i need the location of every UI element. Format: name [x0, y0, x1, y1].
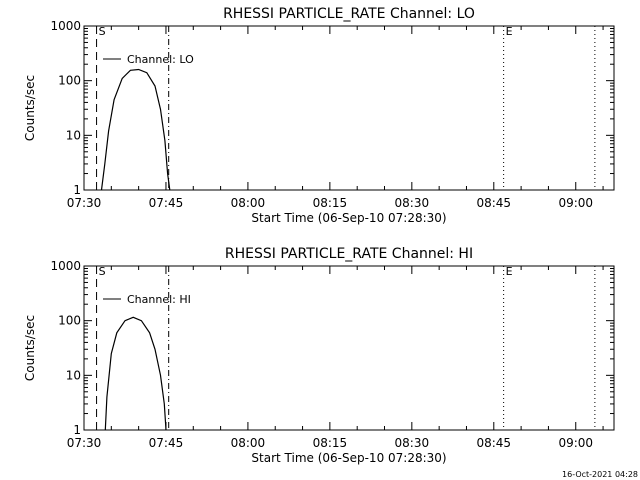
- series-line: [104, 316, 167, 431]
- panel-hi: RHESSI PARTICLE_RATE Channel: HI 07:30 07:…: [23, 246, 615, 465]
- footer-timestamp: 16-Oct-2021 04:28: [562, 470, 638, 479]
- y-axis-label: Counts/sec: [23, 75, 37, 141]
- x-tick-label: 08:30: [395, 196, 430, 210]
- event-marker-label: E: [506, 265, 513, 278]
- series-line: [100, 68, 171, 191]
- x-tick-label: 07:45: [149, 196, 184, 210]
- x-tick-label: 07:30: [67, 436, 102, 450]
- event-marker-label: S: [99, 25, 106, 38]
- x-tick-label: 08:00: [231, 436, 266, 450]
- x-tick-label: 08:00: [231, 196, 266, 210]
- panel-lo: RHESSI PARTICLE_RATE Channel: LO 07:30 07:…: [23, 6, 615, 225]
- y-tick-label: 100: [58, 314, 81, 328]
- y-tick-label: 10: [66, 128, 81, 142]
- y-tick-label: 1: [73, 183, 81, 197]
- y-tick-label: 1: [73, 423, 81, 437]
- x-tick-label: 08:15: [313, 436, 348, 450]
- legend-label: Channel: HI: [127, 293, 191, 306]
- x-tick-label: 09:00: [558, 196, 593, 210]
- event-marker-label: S: [99, 265, 106, 278]
- x-tick-label: 07:45: [149, 436, 184, 450]
- y-tick-label: 10: [66, 368, 81, 382]
- y-tick-label: 1000: [50, 19, 81, 33]
- legend-label: Channel: LO: [127, 53, 194, 66]
- chart-title: RHESSI PARTICLE_RATE Channel: LO: [223, 6, 475, 22]
- plot-frame: [83, 265, 615, 431]
- x-tick-label: 09:00: [558, 436, 593, 450]
- x-axis-label: Start Time (06-Sep-10 07:28:30): [251, 451, 446, 465]
- x-tick-label: 08:15: [313, 196, 348, 210]
- y-tick-label: 100: [58, 74, 81, 88]
- x-tick-label: 08:45: [476, 196, 511, 210]
- x-tick-label: 07:30: [67, 196, 102, 210]
- event-marker-label: E: [506, 25, 513, 38]
- plot-frame: [83, 25, 615, 191]
- y-tick-label: 1000: [50, 259, 81, 273]
- x-axis-label: Start Time (06-Sep-10 07:28:30): [251, 211, 446, 225]
- x-tick-label: 08:45: [476, 436, 511, 450]
- chart-title: RHESSI PARTICLE_RATE Channel: HI: [225, 246, 473, 262]
- x-tick-label: 08:30: [395, 436, 430, 450]
- y-axis-label: Counts/sec: [23, 315, 37, 381]
